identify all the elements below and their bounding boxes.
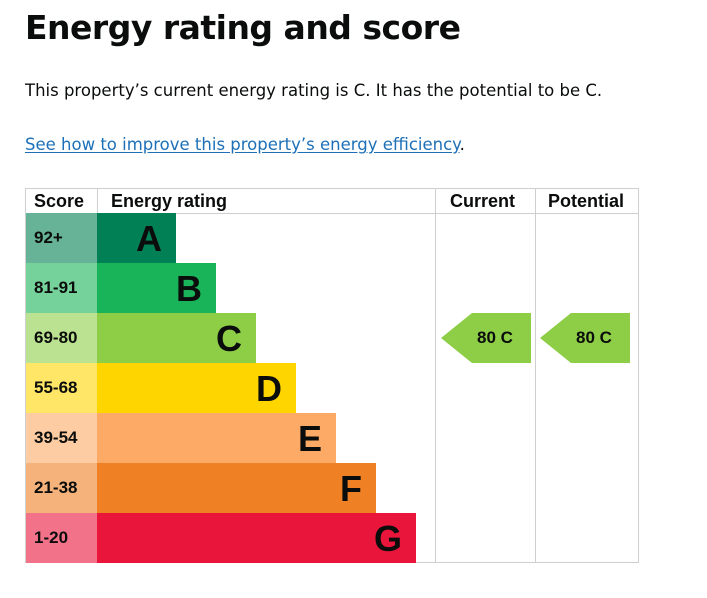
score-range-d: 55-68	[26, 363, 97, 413]
current-rating-arrow: 80 C	[441, 313, 531, 363]
score-range-a: 92+	[26, 213, 97, 263]
rating-letter-c: C	[216, 318, 242, 359]
header-score: Score	[34, 191, 85, 211]
column-divider-current	[535, 189, 536, 562]
page-title: Energy rating and score	[25, 8, 461, 47]
score-range-b: 81-91	[26, 263, 97, 313]
score-range-c: 69-80	[26, 313, 97, 363]
link-period: .	[459, 135, 465, 154]
rating-summary: This property’s current energy rating is…	[25, 81, 603, 100]
rating-band-d: D	[97, 363, 296, 413]
improve-link-line: See how to improve this property’s energ…	[25, 134, 465, 156]
potential-rating-arrow: 80 C	[540, 313, 630, 363]
rating-band-e: E	[97, 413, 336, 463]
rating-band-g: G	[97, 513, 416, 563]
score-range-f: 21-38	[26, 463, 97, 513]
score-range-e: 39-54	[26, 413, 97, 463]
energy-rating-table: Score Energy rating Current Potential 92…	[25, 188, 639, 563]
column-divider-rating	[435, 189, 436, 562]
header-divider	[26, 213, 638, 214]
rating-letter-e: E	[297, 418, 322, 459]
rating-band-c: C	[97, 313, 256, 363]
header-current: Current	[450, 191, 516, 211]
rating-band-f: F	[97, 463, 376, 513]
rating-letter-a: A	[136, 218, 162, 259]
rating-letter-b: B	[176, 268, 202, 309]
rating-letter-g: G	[373, 518, 402, 559]
header-potential: Potential	[548, 191, 625, 211]
rating-letter-d: D	[256, 368, 282, 409]
improve-efficiency-link[interactable]: See how to improve this property’s energ…	[25, 135, 460, 154]
header-energy-rating: Energy rating	[111, 191, 228, 211]
rating-band-b: B	[97, 263, 216, 313]
rating-band-a: A	[97, 213, 176, 263]
score-range-g: 1-20	[26, 513, 97, 563]
rating-letter-f: F	[340, 468, 362, 509]
